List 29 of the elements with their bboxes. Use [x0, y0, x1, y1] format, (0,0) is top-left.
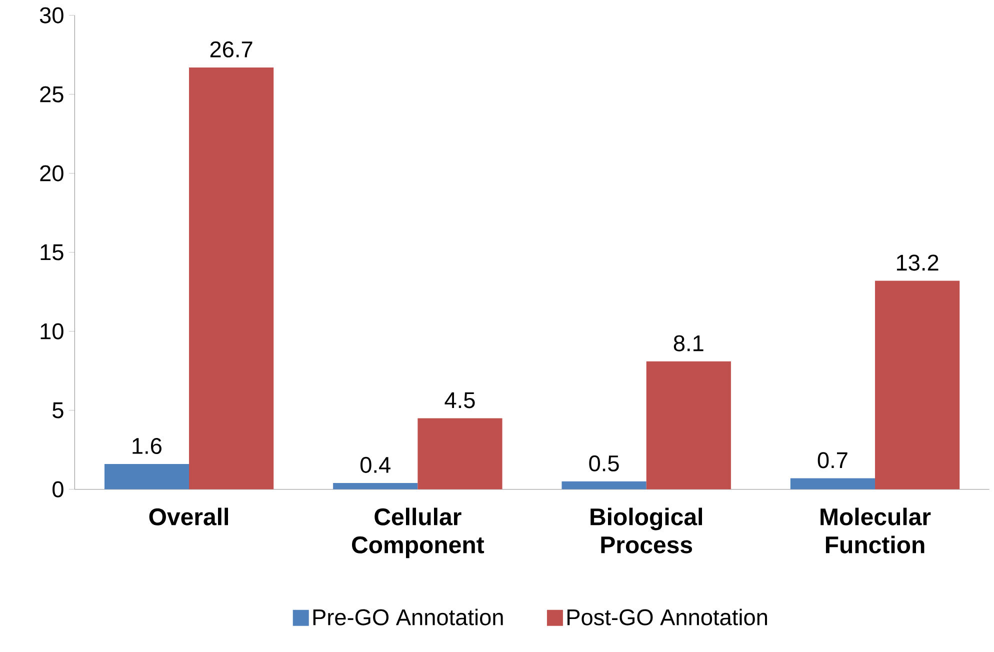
y-tick-label: 10: [40, 323, 64, 340]
data-label: 0.5: [589, 455, 619, 472]
data-label: 4.5: [444, 392, 475, 408]
bar: [875, 280, 960, 490]
bar: [418, 418, 502, 490]
data-label: 0.7: [818, 452, 848, 468]
bar: [104, 464, 190, 490]
legend-label: Pre-GO Annotation: [313, 608, 503, 626]
y-tick-label: 30: [40, 7, 64, 24]
bar: [562, 481, 646, 490]
y-tick-label: 20: [40, 165, 64, 182]
bar: [646, 361, 731, 490]
x-tick-label: Biological Process: [590, 508, 702, 554]
y-tick-label: 15: [40, 244, 64, 260]
x-tick-label: Molecular Function: [820, 508, 931, 554]
x-tick-label: Overall: [149, 508, 228, 526]
bar: [333, 483, 418, 490]
y-tick-label: 25: [40, 86, 64, 102]
data-label: 1.6: [132, 438, 162, 454]
data-label: 13.2: [896, 254, 938, 271]
bar: [790, 478, 876, 490]
legend-label: Post-GO Annotation: [567, 608, 767, 626]
data-label: 26.7: [210, 41, 252, 58]
x-tick-label: Cellular Component: [352, 508, 484, 558]
y-tick-label: 5: [52, 402, 64, 418]
data-label: 0.4: [360, 456, 390, 473]
data-label: 8.1: [674, 335, 704, 352]
y-tick-label: 0: [52, 481, 64, 498]
bar: [189, 67, 274, 490]
